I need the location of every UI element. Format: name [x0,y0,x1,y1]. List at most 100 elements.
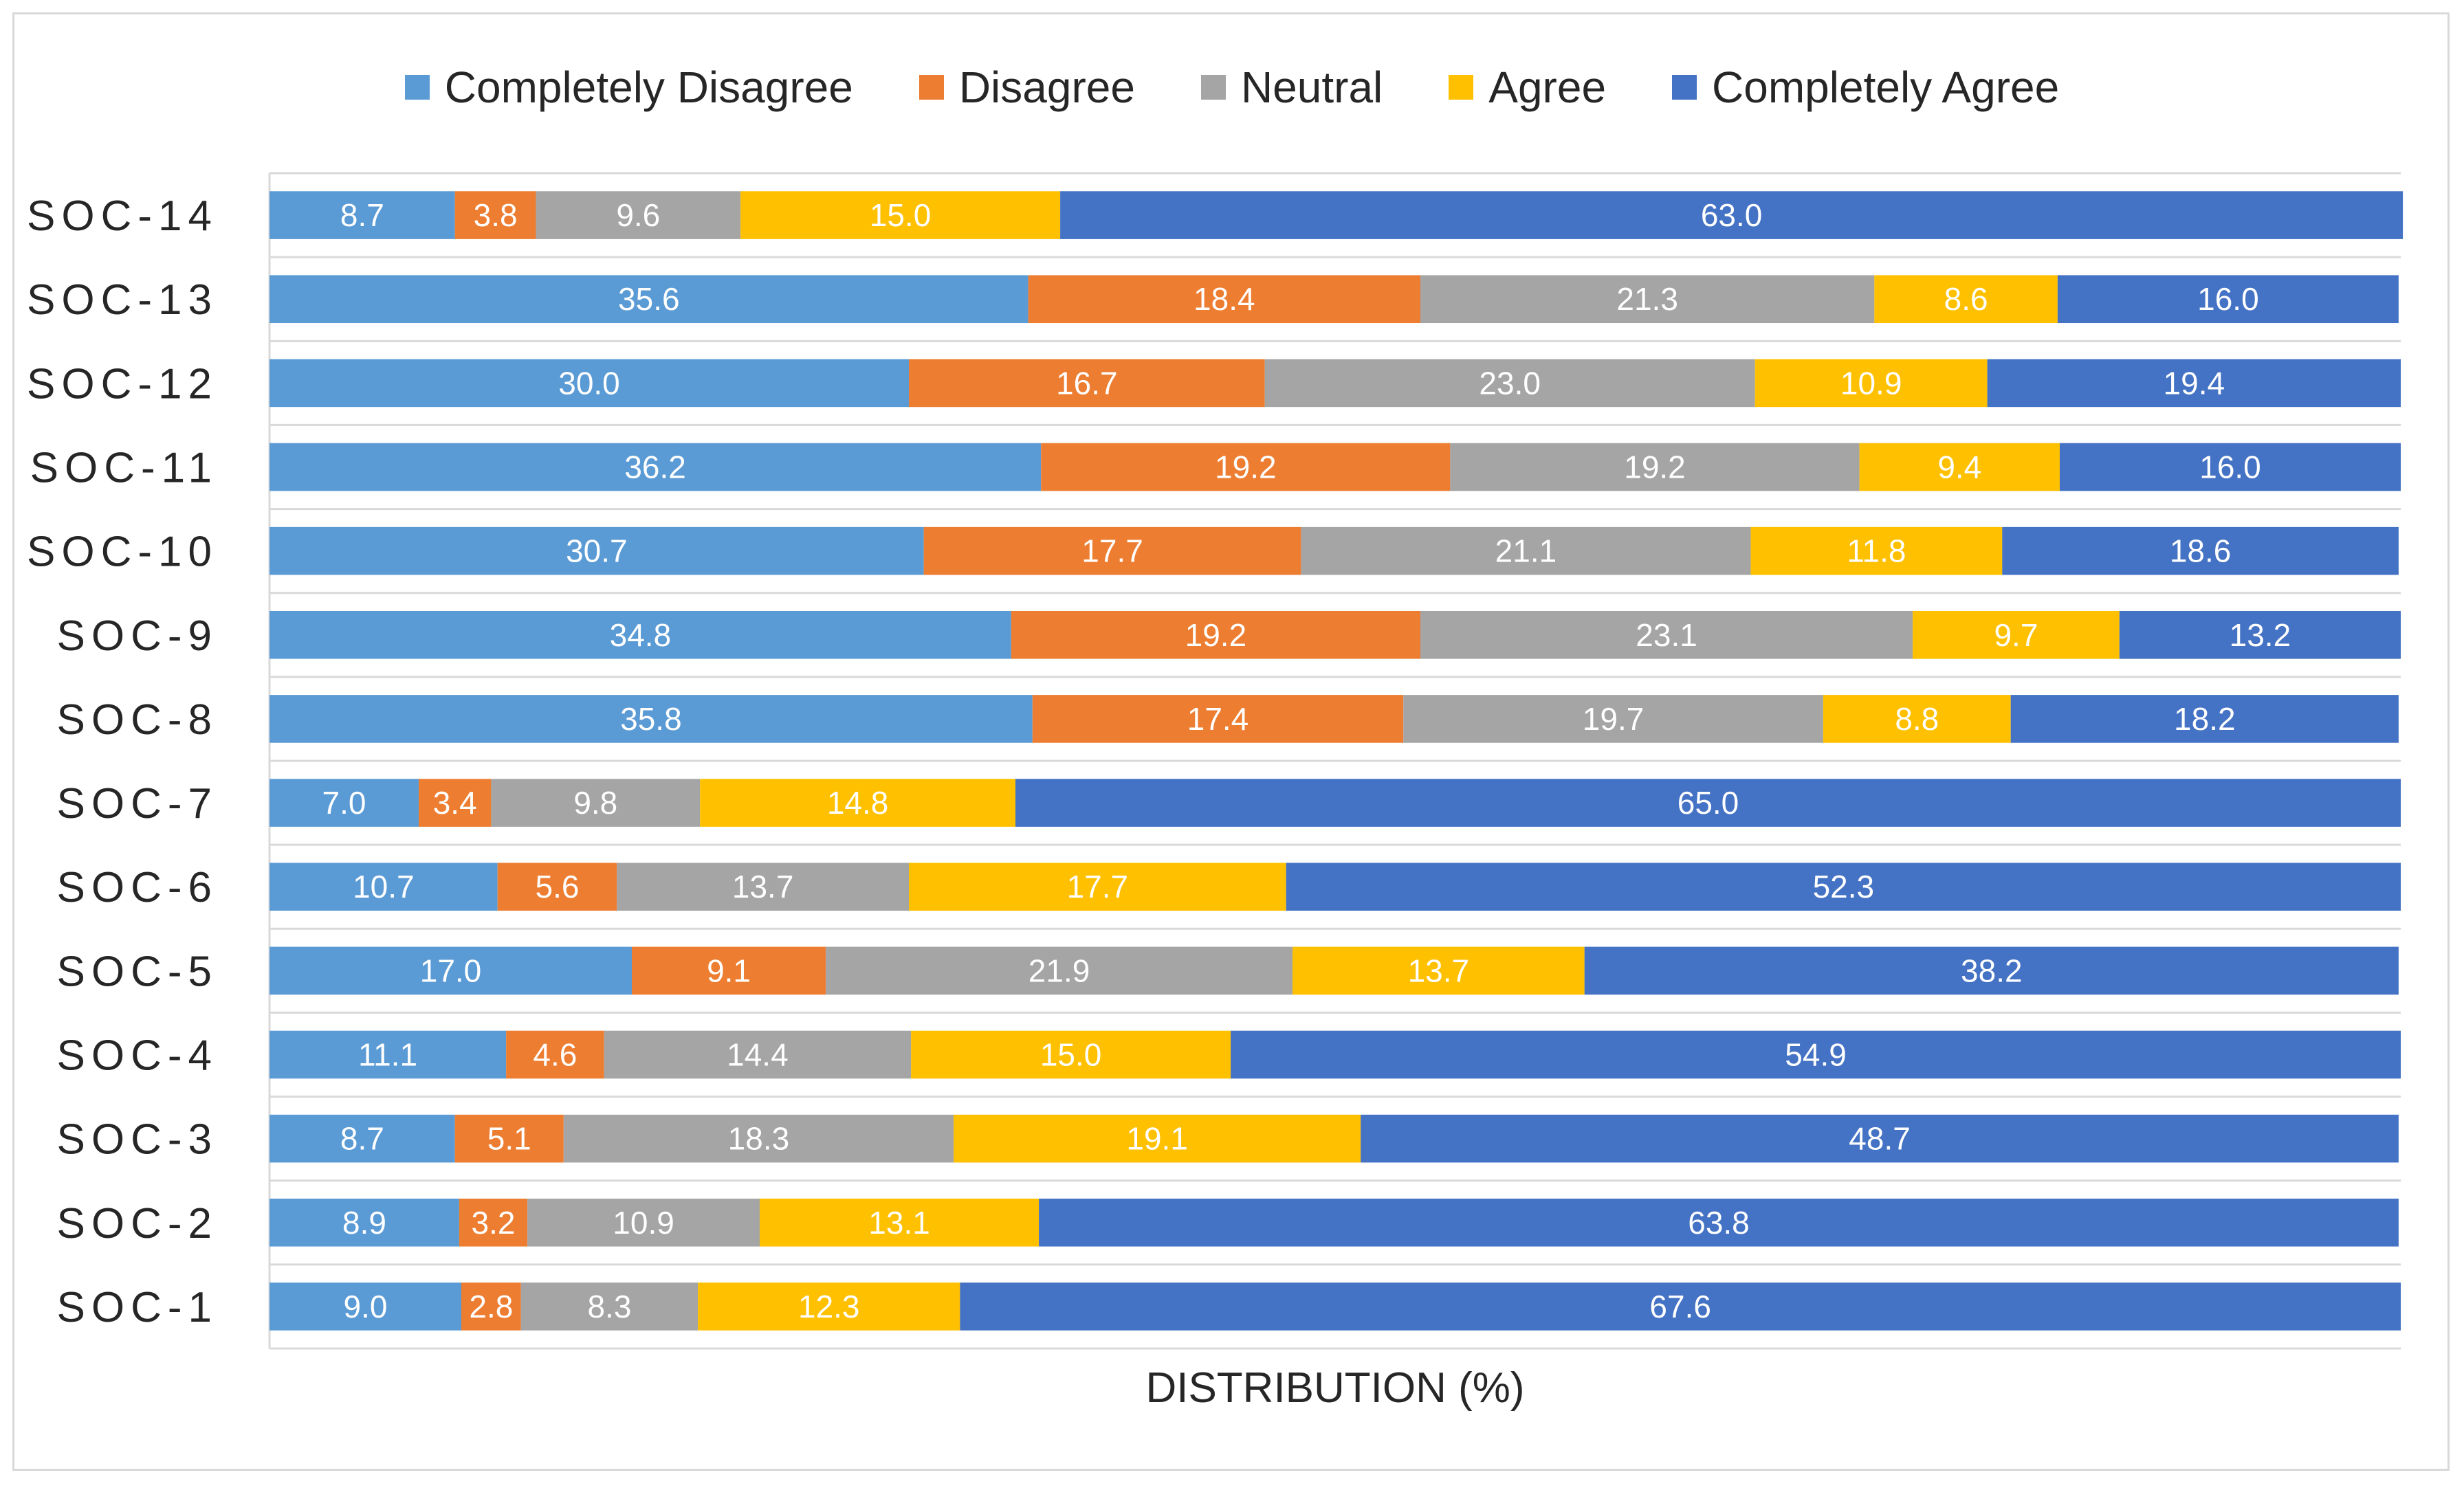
data-label: 48.7 [1849,1121,1911,1157]
bar-soc-7-agree [700,779,1015,827]
data-label: 17.4 [1187,701,1249,737]
bar-soc-14-neutral [536,191,741,239]
bar-soc-13-disagree [1028,275,1420,324]
data-label: 16.7 [1056,365,1118,401]
bar-soc-8-completely-agree [2010,695,2399,743]
data-label: 9.0 [344,1289,388,1324]
data-label: 9.1 [707,953,751,988]
data-label: 15.0 [870,197,932,233]
bar-soc-13-completely-disagree [270,275,1028,324]
legend-swatch [1449,75,1474,100]
bar-soc-11-disagree [1041,443,1451,491]
bar-soc-10-completely-agree [2002,526,2399,575]
y-tick-label: SOC-3 [57,1116,218,1164]
data-label: 16.0 [2197,281,2259,317]
y-tick-label: SOC-12 [27,360,218,408]
data-label: 23.1 [1636,617,1697,653]
bar-soc-5-completely-agree [1584,946,2399,995]
data-label: 10.9 [1840,365,1902,401]
data-label: 8.3 [587,1289,631,1324]
bar-soc-4-completely-disagree [270,1030,507,1079]
bar-soc-7-disagree [419,779,492,827]
data-label: 17.0 [420,953,482,988]
bar-soc-1-completely-agree [960,1282,2401,1331]
bar-soc-14-disagree [454,191,536,239]
y-tick-label: SOC-7 [57,780,218,828]
bar-soc-3-disagree [454,1114,564,1163]
bar-soc-1-agree [698,1282,960,1331]
bar-soc-14-agree [740,191,1061,239]
data-label: 5.6 [536,869,580,904]
data-label: 36.2 [624,449,686,485]
bar-soc-7-completely-agree [1015,779,2401,827]
bar-soc-9-agree [1913,610,2120,659]
y-tick-label: SOC-13 [27,276,218,324]
data-label: 9.4 [1937,449,1981,485]
legend-swatch [918,75,944,100]
legend-label: Disagree [958,63,1135,112]
y-tick-label: SOC-4 [57,1032,218,1080]
bar-soc-1-disagree [461,1282,521,1331]
bar-soc-6-completely-disagree [270,863,498,911]
data-label: 18.3 [728,1121,790,1157]
data-label: 14.4 [727,1037,789,1073]
bar-soc-6-completely-agree [1286,863,2401,911]
bar-soc-12-completely-agree [1987,359,2401,408]
bar-soc-9-neutral [1420,610,1913,659]
legend-swatch [1200,75,1226,100]
bar-soc-5-completely-disagree [270,946,632,995]
data-label: 67.6 [1649,1289,1711,1324]
legend-item-completely-disagree: Completely Disagree [404,62,853,113]
data-label: 11.8 [1847,533,1906,569]
bar-soc-14-completely-agree [1060,191,2404,239]
data-label: 15.0 [1040,1037,1102,1073]
data-label: 19.4 [2164,365,2225,401]
bar-soc-3-agree [954,1114,1361,1163]
bar-soc-11-completely-agree [2060,443,2401,491]
legend-label: Agree [1488,63,1607,112]
data-label: 18.2 [2174,701,2236,737]
bar-soc-1-neutral [520,1282,698,1331]
legend-label: Neutral [1240,63,1383,112]
data-label: 4.6 [533,1037,577,1073]
data-label: 34.8 [610,617,672,653]
bar-soc-13-neutral [1420,275,1875,324]
bar-soc-8-agree [1823,695,2011,743]
data-label: 17.7 [1067,869,1129,904]
data-label: 63.8 [1688,1205,1750,1241]
bar-soc-7-neutral [491,779,701,827]
bar-soc-5-agree [1292,946,1585,995]
bar-soc-14-completely-disagree [270,191,455,239]
bar-soc-10-agree [1750,526,2003,575]
data-label: 10.7 [353,869,415,904]
data-label: 30.0 [558,365,620,401]
data-label: 19.2 [1215,449,1277,485]
bar-soc-5-neutral [826,946,1292,995]
data-label: 8.7 [340,197,384,233]
legend-item-disagree: Disagree [918,62,1135,113]
bar-soc-3-neutral [563,1114,954,1163]
bar-soc-2-completely-agree [1039,1198,2399,1247]
data-label: 16.0 [2199,449,2261,485]
data-label: 35.6 [618,281,680,317]
data-label: 30.7 [566,533,628,569]
data-label: 10.9 [613,1205,674,1241]
data-label: 2.8 [469,1289,513,1324]
data-label: 13.2 [2230,617,2291,653]
y-tick-label: SOC-10 [27,529,218,576]
bar-soc-8-neutral [1403,695,1823,743]
y-tick-label: SOC-8 [57,696,218,744]
data-label: 65.0 [1678,785,1739,821]
legend-swatch [1672,75,1697,100]
data-label: 5.1 [487,1121,531,1157]
data-label: 11.1 [358,1037,417,1073]
bar-soc-10-disagree [923,526,1301,575]
bar-soc-6-neutral [617,863,909,911]
data-label: 9.7 [1994,617,2038,653]
data-label: 8.6 [1944,281,1988,317]
legend-label: Completely Disagree [444,63,853,112]
bar-soc-12-disagree [909,359,1265,408]
legend-item-completely-agree: Completely Agree [1672,62,2059,113]
data-label: 19.1 [1126,1121,1188,1157]
data-label: 54.9 [1785,1037,1847,1073]
